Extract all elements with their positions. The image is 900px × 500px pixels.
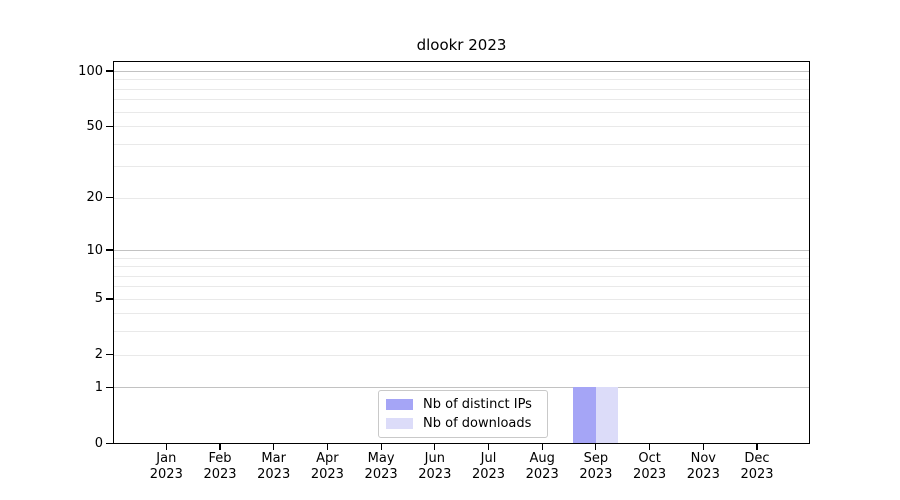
x-axis-tick (541, 443, 543, 450)
gridline-minor (114, 79, 809, 81)
gridline-minor (114, 99, 809, 101)
plot-area (113, 60, 810, 444)
x-tick-year: 2023 (310, 467, 344, 482)
legend: Nb of distinct IPs Nb of downloads (378, 390, 548, 438)
gridline-minor (114, 257, 809, 259)
x-axis-tick (380, 443, 382, 450)
gridline-minor (114, 111, 809, 113)
x-tick-label: Jul 2023 (461, 451, 517, 484)
x-axis-tick (219, 443, 221, 450)
gridline-minor (114, 275, 809, 277)
x-tick-label: Nov 2023 (675, 451, 731, 484)
x-tick-year: 2023 (525, 467, 559, 482)
legend-swatch-downloads (386, 418, 413, 430)
legend-item-downloads: Nb of downloads (386, 417, 547, 430)
bar-distinct-ips-sep (573, 387, 596, 444)
x-tick-label: Jun 2023 (407, 451, 463, 484)
legend-label-distinct-ips: Nb of distinct IPs (423, 396, 532, 412)
x-tick-year: 2023 (149, 467, 183, 482)
y-tick-label: 1 (94, 380, 103, 396)
x-tick-year: 2023 (740, 467, 774, 482)
y-axis-tick (106, 386, 113, 389)
gridline-minor (114, 313, 809, 315)
legend-label-downloads: Nb of downloads (423, 416, 532, 432)
x-axis-tick (273, 443, 275, 450)
y-axis-tick (106, 298, 113, 300)
x-tick-label: Feb 2023 (192, 451, 248, 484)
x-axis-tick (702, 443, 704, 450)
y-axis-tick (106, 70, 113, 72)
x-tick-label: Mar 2023 (246, 451, 302, 484)
x-tick-label: Apr 2023 (299, 451, 355, 484)
y-tick-label: 5 (94, 291, 103, 307)
legend-item-distinct-ips: Nb of distinct IPs (386, 398, 547, 411)
y-axis-tick (106, 125, 113, 127)
y-tick-label: 2 (94, 347, 103, 363)
y-tick-label: 100 (78, 63, 103, 79)
y-axis-tick (106, 249, 113, 251)
x-tick-label: Dec 2023 (729, 451, 785, 484)
bar-downloads-sep (595, 387, 618, 444)
y-tick-label: 10 (86, 242, 103, 258)
y-axis-tick (106, 442, 113, 445)
gridline-minor (114, 298, 809, 300)
gridline-minor (114, 126, 809, 128)
y-tick-label: 0 (94, 436, 103, 451)
legend-swatch-distinct-ips (386, 398, 413, 410)
x-axis-tick (165, 443, 167, 450)
gridline-minor (114, 88, 809, 90)
gridline-minor (114, 331, 809, 333)
x-tick-label: Aug 2023 (514, 451, 570, 484)
x-tick-label: May 2023 (353, 451, 409, 484)
x-tick-year: 2023 (633, 467, 667, 482)
x-axis-tick (326, 443, 328, 450)
gridline-minor (114, 197, 809, 199)
x-tick-label: Jan 2023 (138, 451, 194, 484)
x-tick-year: 2023 (257, 467, 291, 482)
chart-title: dlookr 2023 (416, 36, 507, 54)
gridline-minor (114, 166, 809, 168)
gridline-major (114, 70, 809, 72)
gridline-minor (114, 143, 809, 145)
y-axis-tick (106, 354, 113, 356)
y-tick-label: 50 (86, 118, 103, 134)
x-tick-label: Sep 2023 (568, 451, 624, 484)
gridline-minor (114, 286, 809, 288)
x-axis-tick (649, 443, 651, 450)
x-axis-tick (595, 443, 597, 450)
x-tick-year: 2023 (471, 467, 506, 482)
gridline-minor (114, 354, 809, 356)
x-axis-tick (487, 443, 490, 450)
x-tick-year: 2023 (579, 467, 613, 482)
y-axis-tick (106, 197, 113, 199)
x-tick-year: 2023 (203, 467, 237, 482)
gridline-major (114, 249, 809, 251)
y-tick-label: 20 (86, 190, 103, 206)
gridline-minor (114, 266, 809, 267)
x-tick-year: 2023 (364, 467, 398, 482)
gridline-major (114, 387, 809, 389)
x-tick-year: 2023 (686, 467, 720, 482)
x-tick-year: 2023 (418, 467, 452, 482)
x-tick-label: Oct 2023 (622, 451, 678, 484)
x-axis-tick (756, 443, 758, 450)
x-axis-tick (434, 443, 436, 450)
